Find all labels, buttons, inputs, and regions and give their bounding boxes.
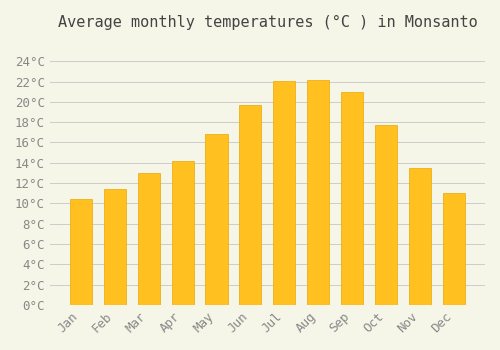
Bar <box>104 189 126 305</box>
Bar <box>138 173 160 305</box>
Title: Average monthly temperatures (°C ) in Monsanto: Average monthly temperatures (°C ) in Mo… <box>58 15 478 30</box>
Bar <box>342 92 363 305</box>
Bar <box>375 125 398 305</box>
Bar <box>240 105 262 305</box>
Bar <box>206 134 228 305</box>
Bar <box>443 193 465 305</box>
Bar <box>172 161 194 305</box>
Bar <box>274 80 295 305</box>
Bar <box>409 168 432 305</box>
Bar <box>308 79 330 305</box>
Bar <box>70 199 92 305</box>
